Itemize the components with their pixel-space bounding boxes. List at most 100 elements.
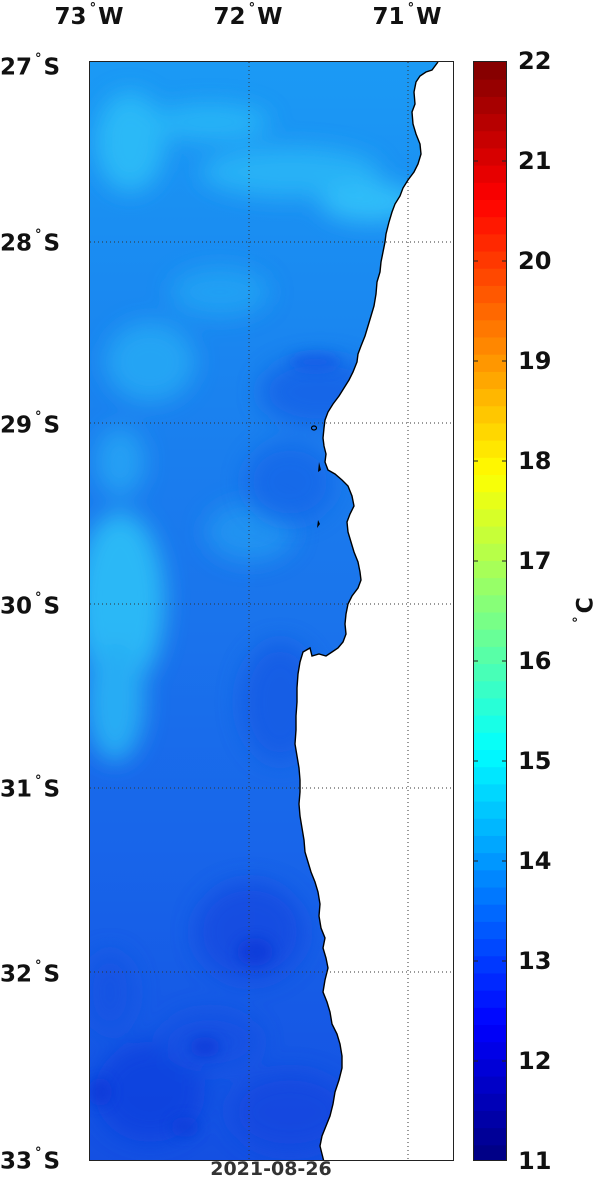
colorbar-band: [474, 113, 506, 132]
colorbar-band: [474, 354, 506, 372]
colorbar-band: [474, 715, 506, 733]
latitude-label-33s: 33 °S: [0, 1147, 61, 1175]
colorbar-band: [474, 388, 506, 407]
colorbar-tick-label: 11: [518, 1147, 552, 1175]
colorbar-band: [474, 1007, 506, 1025]
longitude-label-72w: 72 °W: [213, 2, 283, 30]
gridlines: [90, 62, 453, 1160]
deg-mark: °: [248, 1, 256, 16]
colorbar-band: [474, 938, 506, 957]
colorbar-band: [474, 1127, 506, 1146]
colorbar-band: [474, 1024, 506, 1043]
latitude-label-32s: 32 °S: [0, 960, 61, 988]
lat-hemisphere: S: [43, 54, 61, 81]
colorbar-band: [474, 766, 506, 785]
deg-mark: °: [35, 773, 42, 789]
sst-map-panel: [89, 61, 454, 1161]
colorbar-band: [474, 251, 506, 269]
colorbar-band: [474, 612, 506, 630]
deg-mark: °: [35, 1145, 42, 1161]
coastline: [294, 62, 439, 1160]
lon-hemisphere: W: [416, 4, 442, 30]
colorbar-tick-label: 12: [518, 1047, 552, 1075]
colorbar-tick-label: 21: [518, 147, 552, 175]
colorbar-band: [474, 1058, 506, 1077]
colorbar-band: [474, 887, 506, 905]
island-marker: [318, 462, 321, 472]
colorbar-band: [474, 491, 506, 510]
deg-mark: °: [571, 616, 587, 623]
latitude-label-28s: 28 °S: [0, 229, 60, 257]
colorbar-band: [474, 268, 506, 286]
lat-value: 28: [0, 230, 33, 257]
colorbar-tick-label: 19: [518, 347, 552, 375]
lat-hemisphere: S: [43, 412, 61, 439]
colorbar-band: [474, 337, 506, 355]
colorbar-band: [474, 835, 506, 854]
lat-hemisphere: S: [43, 961, 61, 988]
colorbar-band: [474, 594, 506, 613]
deg-mark: °: [407, 1, 415, 16]
colorbar-band: [474, 697, 506, 716]
deg-mark: °: [35, 958, 42, 974]
unit-text: C: [574, 597, 593, 613]
colorbar-band: [474, 663, 506, 682]
lat-hemisphere: S: [43, 593, 61, 620]
lon-value: 72: [213, 4, 246, 30]
sst-map: [90, 62, 453, 1160]
deg-mark: °: [89, 1, 97, 16]
deg-mark: °: [35, 409, 42, 425]
colorbar-band: [474, 629, 506, 647]
colorbar-band: [474, 371, 506, 390]
colorbar-band: [474, 852, 506, 871]
colorbar-band: [474, 749, 506, 768]
colorbar-band: [474, 1110, 506, 1129]
colorbar-tick-label: 18: [518, 447, 552, 475]
colorbar-tick-label: 20: [518, 247, 552, 275]
longitude-label-71w: 71 °W: [373, 2, 442, 30]
colorbar-band: [474, 955, 506, 974]
colorbar-band: [474, 680, 506, 699]
colorbar-band: [474, 904, 506, 922]
colorbar-band: [474, 474, 506, 493]
colorbar-band: [474, 526, 506, 544]
colorbar-band: [474, 285, 506, 304]
colorbar: [473, 61, 507, 1161]
colorbar-band: [474, 405, 506, 424]
colorbar-band: [474, 1041, 506, 1060]
colorbar-band: [474, 508, 506, 527]
colorbar-band: [474, 130, 506, 149]
colorbar-tick-label: 13: [518, 947, 552, 975]
latitude-label-31s: 31 °S: [0, 775, 60, 802]
colorbar-band: [474, 869, 506, 888]
lat-value: 30: [0, 593, 33, 620]
colorbar-band: [474, 182, 506, 200]
colorbar-tick-label: 16: [518, 647, 552, 675]
lat-value: 27: [0, 54, 33, 81]
lat-value: 29: [0, 412, 33, 439]
island-marker: [310, 425, 318, 431]
colorbar-band: [474, 1093, 506, 1111]
colorbar-band: [474, 62, 506, 80]
lon-hemisphere: W: [98, 4, 124, 30]
colorbar-band: [474, 457, 506, 475]
colorbar-band: [474, 319, 506, 338]
lat-hemisphere: S: [43, 1148, 61, 1175]
colorbar-band: [474, 440, 506, 458]
date-label: 2021-08-26: [210, 1158, 332, 1180]
colorbar-band: [474, 422, 506, 441]
colorbar-band: [474, 972, 506, 991]
island-marker: [317, 520, 320, 528]
colorbar-band: [474, 216, 506, 235]
colorbar-band: [474, 165, 506, 183]
lat-value: 32: [0, 961, 33, 988]
colorbar-tick-label: 15: [518, 747, 552, 775]
longitude-label-73w: 73 °W: [55, 2, 124, 30]
colorbar-unit-label: °C: [571, 597, 593, 623]
colorbar-band: [474, 96, 506, 115]
colorbar-tick-label: 14: [518, 847, 552, 875]
colorbar-band: [474, 79, 506, 97]
colorbar-band: [474, 577, 506, 596]
lon-hemisphere: W: [257, 4, 283, 30]
colorbar-gradient: [474, 62, 506, 1160]
